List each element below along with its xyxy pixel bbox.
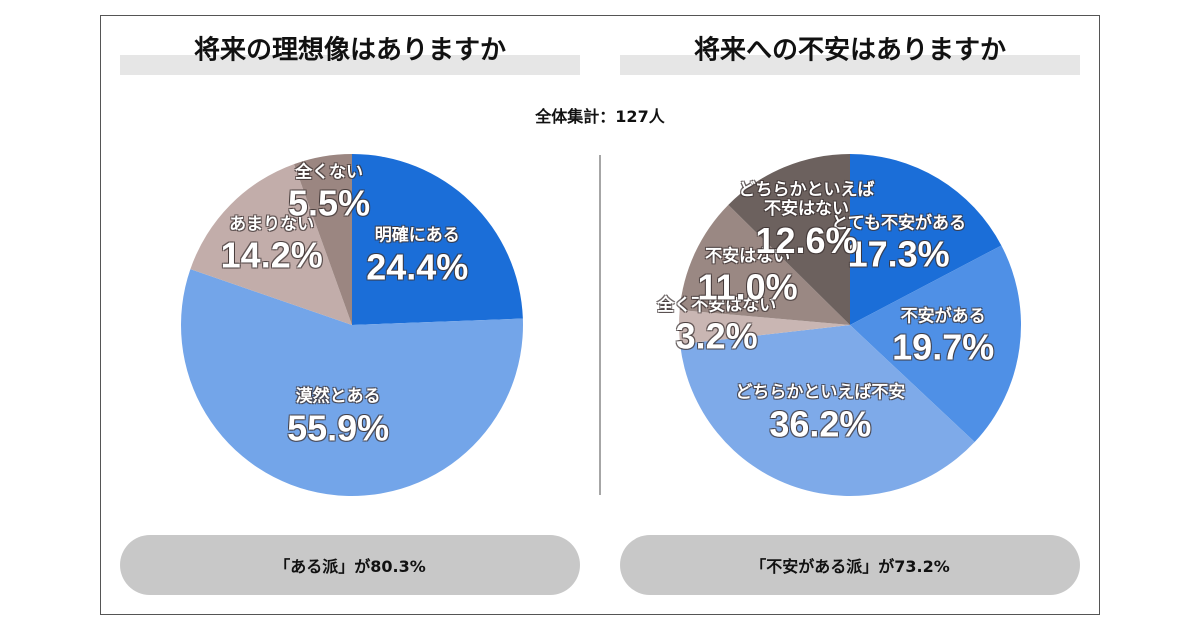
category-label: 明確にある bbox=[374, 225, 460, 246]
pie-slice bbox=[679, 204, 850, 325]
value-label: 3.2% bbox=[675, 315, 758, 357]
category-label: とても不安がある bbox=[831, 213, 966, 234]
pie-slice bbox=[850, 154, 1002, 325]
category-label: どちらかといえば 不安はない bbox=[738, 179, 875, 220]
category-label: 全くない bbox=[295, 162, 364, 183]
pie-slice bbox=[180, 269, 523, 497]
pie-slice bbox=[850, 245, 1022, 443]
slice-label: 明確にある 24.4% bbox=[366, 225, 469, 288]
chart-title: 将来の理想像はありますか bbox=[193, 35, 507, 66]
chart-title: 将来への不安はありますか bbox=[693, 35, 1007, 66]
value-label: 24.4% bbox=[366, 246, 469, 288]
category-label: あまりない bbox=[229, 214, 315, 235]
value-label: 11.0% bbox=[697, 266, 798, 308]
value-label: 5.5% bbox=[288, 182, 371, 224]
value-label: 55.9% bbox=[287, 407, 390, 449]
slice-label: 漠然とある 55.9% bbox=[287, 386, 390, 449]
slice-label: とても不安がある 17.3% bbox=[831, 213, 966, 275]
summary-text: 「ある派」が80.3% bbox=[274, 557, 426, 576]
pie-slice bbox=[190, 164, 352, 325]
slice-label: あまりない 14.2% bbox=[221, 215, 323, 276]
value-label: 14.2% bbox=[220, 234, 323, 276]
pie-slice bbox=[352, 154, 523, 325]
frame bbox=[100, 15, 1100, 615]
value-label: 12.6% bbox=[755, 219, 858, 261]
pie-slice bbox=[679, 309, 850, 345]
category-label: 不安はない bbox=[705, 246, 791, 267]
summary-text: 「不安がある派」が73.2% bbox=[750, 557, 950, 576]
value-label: 17.3% bbox=[847, 233, 950, 275]
slice-label: 不安はない 11.0% bbox=[698, 247, 798, 308]
slice-label: 全く不安はない 3.2% bbox=[657, 296, 776, 357]
category-label: どちらかといえば不安 bbox=[735, 382, 906, 403]
summary-pill bbox=[120, 535, 580, 595]
value-label: 19.7% bbox=[892, 326, 995, 368]
pie-slice bbox=[294, 154, 352, 325]
total-label: 全体集計：127人 bbox=[535, 107, 665, 126]
slice-label: どちらかといえば 不安はない 12.6% bbox=[738, 179, 875, 261]
value-label: 36.2% bbox=[769, 403, 872, 445]
pie-slice bbox=[680, 325, 975, 496]
category-label: 不安がある bbox=[900, 306, 986, 327]
category-label: 全く不安はない bbox=[657, 295, 777, 316]
title-bar bbox=[620, 55, 1080, 75]
summary-pill bbox=[620, 535, 1080, 595]
title-bar bbox=[120, 55, 580, 75]
slice-label: 不安がある 19.7% bbox=[892, 307, 994, 368]
slice-label: 全くない 5.5% bbox=[288, 163, 370, 224]
slice-label: どちらかといえば不安 36.2% bbox=[735, 382, 906, 445]
pie-slice bbox=[728, 154, 850, 325]
category-label: 漠然とある bbox=[295, 386, 381, 407]
